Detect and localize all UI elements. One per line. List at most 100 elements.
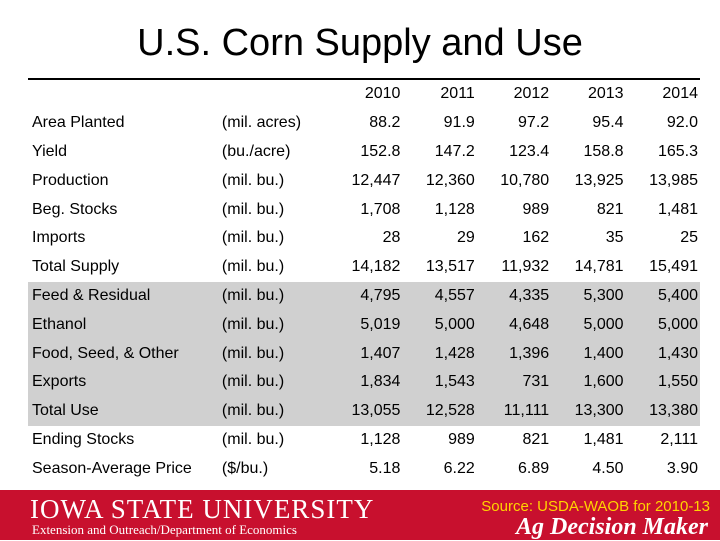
table-cell: 4,335 xyxy=(476,281,552,311)
row-label: Ethanol xyxy=(28,310,222,340)
row-unit: (mil. bu.) xyxy=(221,258,285,276)
department-text: Extension and Outreach/Department of Eco… xyxy=(32,522,297,537)
ag-decision-maker-logo: Ag Decision Maker xyxy=(516,514,708,540)
table-row: Yield (bu./acre) 152.8 147.2 123.4 158.8 165.3 xyxy=(28,138,700,167)
row-label: Yield xyxy=(32,142,67,160)
table-cell: 1,400 xyxy=(551,339,626,368)
table-cell: 35 xyxy=(605,229,624,247)
table-cell: 13,925 xyxy=(574,171,624,189)
row-label: Feed & Residual xyxy=(28,281,222,311)
table-cell: 989 xyxy=(448,430,475,448)
table-cell: 88.2 xyxy=(369,114,401,132)
supply-use-table: 2010 2011 2012 2013 2014 Area Planted (mi… xyxy=(28,80,700,483)
row-unit: (mil. bu.) xyxy=(221,339,329,368)
row-unit: (mil. bu.) xyxy=(221,367,329,397)
row-unit: ($/bu.) xyxy=(221,459,269,477)
table-cell: 12,528 xyxy=(402,396,477,426)
row-unit: (mil. bu.) xyxy=(221,430,285,448)
row-unit: (mil. bu.) xyxy=(221,281,329,311)
table-cell: 1,128 xyxy=(360,430,401,448)
table-cell: 1,708 xyxy=(360,200,401,218)
table-cell: 989 xyxy=(522,200,550,218)
table-cell: 28 xyxy=(382,229,401,247)
table-cell: 13,380 xyxy=(625,396,700,426)
table-cell: 1,396 xyxy=(476,339,552,368)
table-cell: 6.22 xyxy=(443,459,475,477)
table-cell: 5,019 xyxy=(328,310,403,340)
table-row: Season-Average Price ($/bu.) 5.18 6.22 6.89 4… xyxy=(28,454,700,483)
table-cell: 11,111 xyxy=(476,396,552,426)
header-row: 2010 2011 2012 2013 2014 xyxy=(28,80,700,109)
table-cell: 4,557 xyxy=(402,281,477,311)
row-label: Beg. Stocks xyxy=(32,200,118,218)
row-unit: (mil. bu.) xyxy=(221,171,285,189)
row-unit: (mil. bu.) xyxy=(221,396,329,426)
table-cell: 1,430 xyxy=(625,339,700,368)
table-cell: 821 xyxy=(596,200,624,218)
row-label: Exports xyxy=(28,367,222,397)
table-cell: 147.2 xyxy=(434,142,475,160)
row-label: Imports xyxy=(32,229,86,247)
row-unit: (mil. bu.) xyxy=(221,310,329,340)
table-cell: 13,300 xyxy=(551,396,626,426)
table-cell: 123.4 xyxy=(509,142,550,160)
table-cell: 821 xyxy=(522,430,550,448)
table-cell: 731 xyxy=(476,367,552,397)
footer-bar xyxy=(0,490,720,540)
page-title: U.S. Corn Supply and Use xyxy=(137,22,583,64)
row-label: Season-Average Price xyxy=(32,459,192,477)
table-cell: 13,055 xyxy=(328,396,403,426)
table-cell: 12,360 xyxy=(425,171,475,189)
header-unit-blank xyxy=(222,80,328,109)
table-row: Exports (mil. bu.) 1,834 1,543 731 1,600 1,550 xyxy=(28,367,700,397)
row-unit: (bu./acre) xyxy=(221,142,291,160)
table-cell: 1,481 xyxy=(583,430,624,448)
row-unit: (mil. bu.) xyxy=(221,200,285,218)
year-header: 2012 xyxy=(513,85,550,103)
table-row: Feed & Residual (mil. bu.) 4,795 4,557 4,335… xyxy=(28,281,700,311)
table-cell: 15,491 xyxy=(649,258,698,276)
table-cell: 25 xyxy=(680,229,698,247)
table-cell: 5.18 xyxy=(369,459,401,477)
table-cell: 97.2 xyxy=(518,114,550,132)
table-cell: 1,543 xyxy=(402,367,477,397)
table-cell: 1,834 xyxy=(328,367,403,397)
source-note: Source: USDA-WAOB for 2010-13 xyxy=(481,498,710,515)
table-cell: 13,985 xyxy=(649,171,698,189)
year-header: 2011 xyxy=(440,85,475,103)
table-row: Ending Stocks (mil. bu.) 1,128 989 821 1,481 2… xyxy=(28,426,700,455)
table-cell: 4.50 xyxy=(592,459,624,477)
table-cell: 3.90 xyxy=(666,459,698,477)
table-cell: 1,600 xyxy=(551,367,626,397)
table-cell: 13,517 xyxy=(425,258,475,276)
table-row: Beg. Stocks (mil. bu.) 1,708 1,128 989 821 1,4… xyxy=(28,195,700,224)
table-cell: 1,428 xyxy=(402,339,477,368)
row-label: Ending Stocks xyxy=(32,430,135,448)
year-header: 2010 xyxy=(364,85,401,103)
table-cell: 152.8 xyxy=(360,142,401,160)
table-cell: 4,795 xyxy=(328,281,403,311)
table-cell: 165.3 xyxy=(657,142,698,160)
table-cell: 5,400 xyxy=(625,281,700,311)
table-cell: 2,111 xyxy=(660,430,698,448)
table-cell: 4,648 xyxy=(476,310,552,340)
table-row: Ethanol (mil. bu.) 5,019 5,000 4,648 5,000 5,0… xyxy=(28,310,700,340)
table-cell: 158.8 xyxy=(583,142,624,160)
table-row: Imports (mil. bu.) 28 29 162 35 25 xyxy=(28,224,700,253)
table-cell: 1,128 xyxy=(434,200,475,218)
row-unit: (mil. bu.) xyxy=(221,229,285,247)
title-underline xyxy=(28,78,700,80)
table-cell: 5,000 xyxy=(551,310,626,340)
table-cell: 5,300 xyxy=(551,281,626,311)
table-cell: 11,932 xyxy=(501,258,550,276)
table-row: Area Planted (mil. acres) 88.2 91.9 97.2 95.4… xyxy=(28,109,700,138)
table-cell: 12,447 xyxy=(351,171,401,189)
table-cell: 14,182 xyxy=(351,258,401,276)
table-cell: 91.9 xyxy=(443,114,475,132)
table-cell: 1,550 xyxy=(625,367,700,397)
table-cell: 29 xyxy=(457,229,475,247)
row-label: Area Planted xyxy=(32,114,125,132)
row-label: Production xyxy=(32,171,109,189)
table-row: Total Use (mil. bu.) 13,055 12,528 11,111 13,… xyxy=(28,396,700,426)
table-cell: 92.0 xyxy=(666,114,698,132)
